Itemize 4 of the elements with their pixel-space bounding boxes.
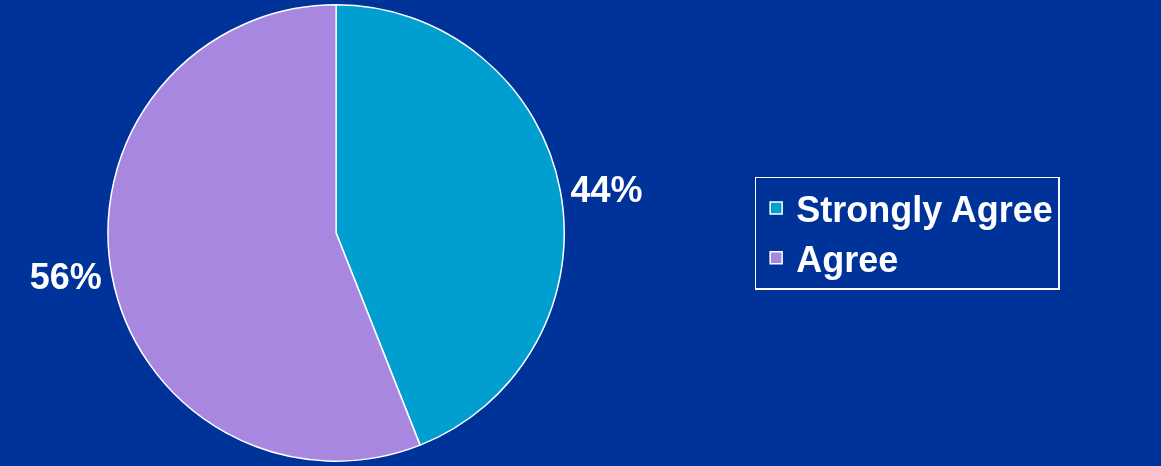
legend-label: Strongly Agree bbox=[796, 188, 1053, 230]
legend-label: Agree bbox=[796, 238, 899, 280]
data-label: 44% bbox=[570, 169, 643, 211]
data-label: 56% bbox=[29, 255, 102, 297]
